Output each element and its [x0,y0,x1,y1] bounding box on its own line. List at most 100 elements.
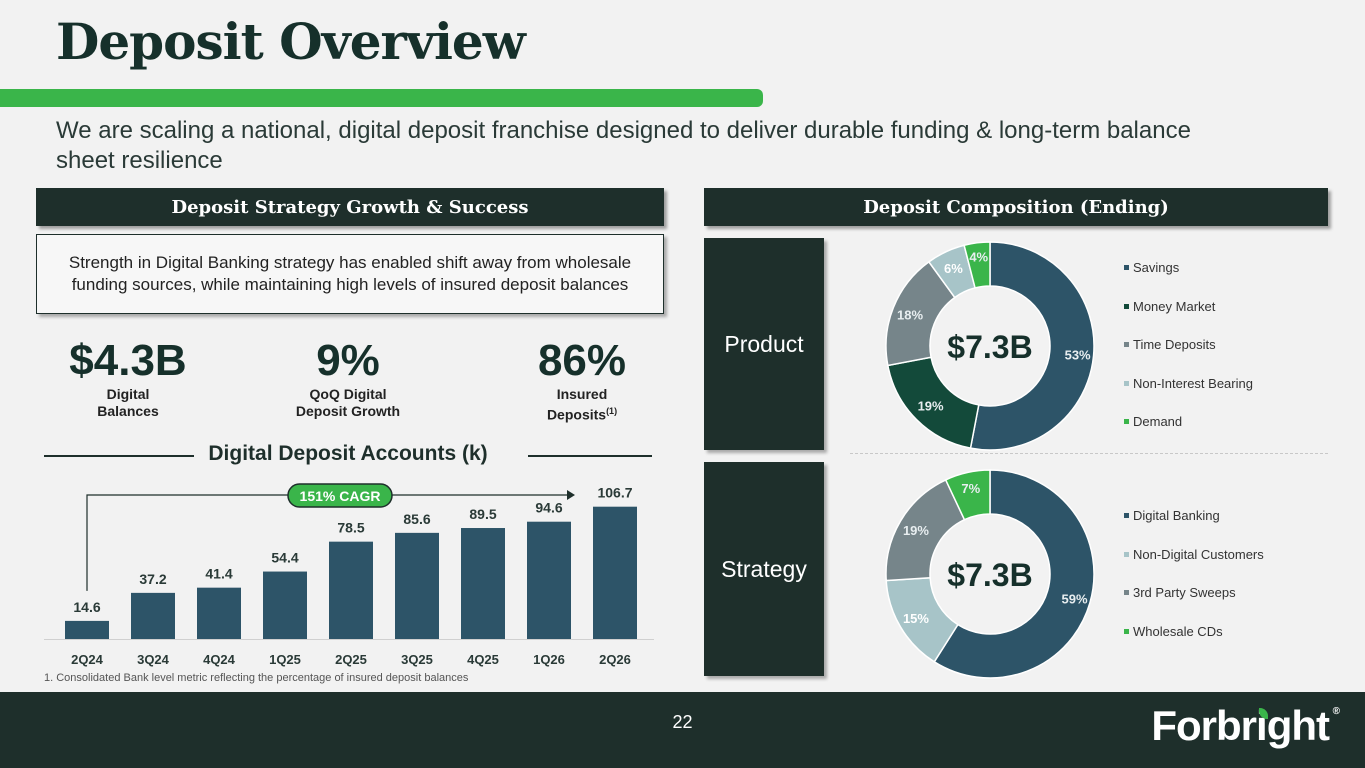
stat-label: QoQ Digital Deposit Growth [295,386,401,419]
slice-percent-label: 19% [903,523,929,538]
legend-swatch [1124,628,1129,634]
legend-item: Demand [1124,414,1182,429]
x-tick-label: 2Q25 [335,652,367,667]
bar [329,541,373,639]
legend-swatch [1124,265,1129,270]
legend-label: Savings [1133,260,1180,275]
slice-percent-label: 15% [903,611,929,626]
stat-digital-balances: $4.3B Digital Balances [38,336,218,420]
donut-slice [969,241,1095,451]
legend-swatch [1124,342,1129,347]
cagr-label: 151% CAGR [300,488,381,504]
bar-value-label: 14.6 [73,599,100,615]
title-rule-right [528,455,652,457]
bar-value-label: 41.4 [205,566,232,582]
bar [527,521,571,639]
stat-value: 86% [537,336,627,385]
donut-center-label: $7.3B [947,329,1032,365]
bar [263,571,307,639]
logo-text: Forbright [1151,702,1330,749]
stat-label: Digital Balances [97,386,159,419]
stat-qoq-growth: 9% QoQ Digital Deposit Growth [258,336,438,420]
slice-percent-label: 4% [969,250,988,265]
stat-value: $4.3B [69,336,187,385]
x-tick-label: 3Q24 [137,652,170,667]
bar-value-label: 54.4 [271,550,298,566]
legend-item: Money Market [1124,299,1215,314]
title-accent-bar [0,89,763,107]
stat-label-text: Insured Deposits [546,386,608,423]
legend-item: Savings [1124,260,1179,275]
footer-bar: 22 Forbright ® [0,692,1365,768]
slice-percent-label: 18% [897,307,923,322]
x-tick-label: 1Q26 [533,652,565,667]
bar-value-label: 89.5 [469,506,496,522]
bar [593,506,637,639]
slice-percent-label: 6% [944,261,963,276]
x-tick-label: 3Q25 [401,652,433,667]
legend-item: 3rd Party Sweeps [1124,585,1236,600]
x-tick-label: 2Q26 [599,652,631,667]
legend-item: Non-Digital Customers [1124,547,1264,562]
legend-swatch [1124,590,1129,595]
cagr-connector [86,494,567,591]
title-rule-left [44,455,194,457]
bar-value-label: 85.6 [403,511,430,527]
cagr-arrowhead [567,490,575,500]
legend-label: Wholesale CDs [1133,623,1223,639]
composition-divider [850,453,1328,454]
page-subtitle: We are scaling a national, digital depos… [56,117,1191,174]
legend-swatch [1124,513,1129,518]
page-number: 22 [672,712,693,732]
right-section-header: Deposit Composition (Ending) [704,188,1328,226]
x-tick-label: 4Q24 [203,652,236,667]
digital-accounts-bar-chart: 14.6 2Q24 37.2 3Q24 41.4 4Q24 54.4 1Q25 78.5 2Q25… [44,483,654,667]
bar-value-label: 94.6 [535,500,562,516]
legend-label: Non-Interest Bearing [1133,375,1253,391]
legend-label: Non-Digital Customers [1133,546,1264,562]
accounts-chart-title: Digital Deposit Accounts (k) [44,441,652,471]
bar [197,587,241,639]
footnote-marker: (1) [606,406,618,416]
bar [395,532,439,639]
left-section-header: Deposit Strategy Growth & Success [36,188,664,226]
bar-value-label: 78.5 [337,520,364,536]
bar-value-label: 37.2 [139,571,166,587]
bar [461,528,505,639]
bar-value-label: 106.7 [597,485,632,501]
product-donut-chart: 53% 19% 18% 6% 4% $7.3B [885,241,1095,451]
legend-label: 3rd Party Sweeps [1133,585,1236,600]
product-label-box: Product [704,238,824,450]
strategy-callout: Strength in Digital Banking strategy has… [36,234,664,314]
legend-item: Wholesale CDs [1124,624,1223,639]
legend-swatch [1124,380,1129,386]
cagr-pill [287,483,393,508]
slice-percent-label: 19% [918,398,944,413]
x-tick-label: 1Q25 [269,652,301,667]
slice-percent-label: 53% [1065,347,1091,362]
donut-slice [933,469,1095,679]
legend-swatch [1124,303,1129,309]
legend-swatch [1124,551,1129,557]
donut-slice [944,469,991,521]
strategy-donut-chart: 59% 15% 19% 7% $7.3B [885,469,1095,679]
legend-label: Digital Banking [1133,508,1220,523]
registered-mark: ® [1332,706,1340,717]
x-tick-label: 4Q25 [467,652,499,667]
stat-value: 9% [316,336,380,385]
stat-label: Insured Deposits(1) [492,386,672,424]
accounts-title-text: Digital Deposit Accounts (k) [208,442,488,465]
stat-insured-deposits: 86% Insured Deposits(1) [492,336,672,424]
legend-label: Money Market [1133,298,1216,314]
legend-item: Time Deposits [1124,337,1216,352]
legend-item: Digital Banking [1124,508,1220,523]
strategy-label-box: Strategy [704,462,824,676]
leaf-icon [1259,708,1269,719]
x-tick-label: 2Q24 [71,652,104,667]
slice-percent-label: 59% [1061,592,1087,607]
page-title: Deposit Overview [56,12,526,71]
slice-percent-label: 7% [961,481,980,496]
bar [65,620,109,639]
donut-slice [963,241,991,289]
footnote: 1. Consolidated Bank level metric reflec… [44,672,469,684]
